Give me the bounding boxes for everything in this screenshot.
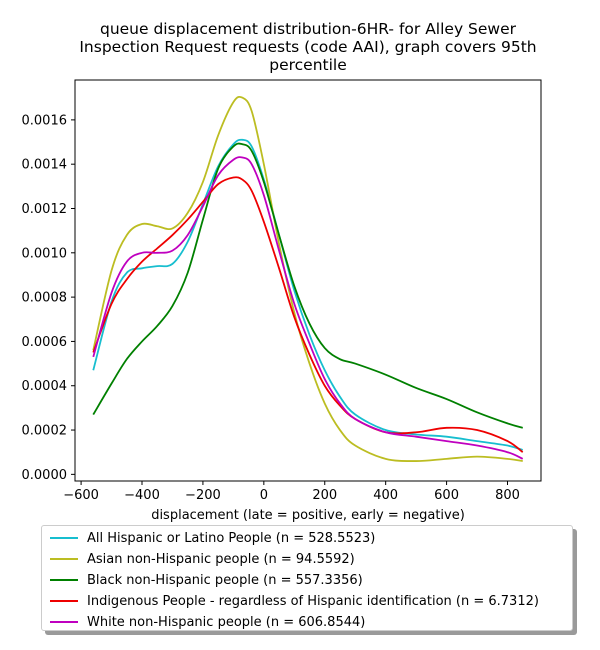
chart-title-line-1: queue displacement distribution-6HR- for… [99,20,517,38]
chart-title-line-3: percentile [269,56,347,74]
y-tick-label: 0.0014 [22,158,68,173]
legend-label-indigenous: Indigenous People - regardless of Hispan… [87,593,539,609]
x-tick-label: −600 [63,488,99,503]
legend-item-hispanic: All Hispanic or Latino People (n = 528.5… [50,528,375,548]
legend-label-asian: Asian non-Hispanic people (n = 94.5592) [87,551,355,567]
y-axis: 0.0000 0.0002 0.0004 0.0006 0.0008 0.0010 0.00… [22,113,75,483]
x-tick-label: 800 [495,488,520,503]
legend-label-black: Black non-Hispanic people (n = 557.3356) [87,572,363,588]
y-tick-label: 0.0012 [22,202,68,217]
x-tick-label: 600 [434,488,459,503]
legend-item-asian: Asian non-Hispanic people (n = 94.5592) [50,549,355,569]
y-tick-label: 0.0004 [22,379,68,394]
series-line-4 [92,156,524,460]
legend-swatch-black [50,579,78,581]
x-tick-label: −400 [124,488,160,503]
y-tick-label: 0.0010 [22,246,68,261]
series-line-2 [92,142,523,429]
legend-label-white: White non-Hispanic people (n = 606.8544) [87,614,366,630]
x-axis: −600 −400 −200 0 200 400 600 800 [63,481,520,503]
y-tick-label: 0.0002 [22,424,68,439]
y-tick-label: 0.0008 [22,291,68,306]
legend-item-white: White non-Hispanic people (n = 606.8544) [50,612,365,632]
series-lines [92,95,524,462]
x-tick-label: −200 [185,488,221,503]
legend-label-hispanic: All Hispanic or Latino People (n = 528.5… [87,530,376,546]
y-tick-label: 0.0000 [22,468,68,483]
x-axis-label: displacement (late = positive, early = n… [151,508,465,523]
legend-swatch-hispanic [50,537,78,539]
legend-swatch-asian [50,558,78,560]
y-tick-label: 0.0006 [22,335,68,350]
plot-frame [74,79,542,482]
legend-item-indigenous: Indigenous People - regardless of Hispan… [50,591,539,611]
legend-item-black: Black non-Hispanic people (n = 557.3356) [50,570,363,590]
series-line-3 [92,176,524,453]
y-tick-label: 0.0016 [22,113,68,128]
legend-swatch-white [50,621,78,623]
series-line-1 [92,95,523,462]
x-tick-label: 200 [312,488,337,503]
legend-swatch-indigenous [50,600,78,602]
x-tick-label: 400 [373,488,398,503]
x-tick-label: 0 [260,488,268,503]
chart-title-line-2: Inspection Request requests (code AAI), … [79,38,537,56]
legend: All Hispanic or Latino People (n = 528.5… [41,525,573,631]
